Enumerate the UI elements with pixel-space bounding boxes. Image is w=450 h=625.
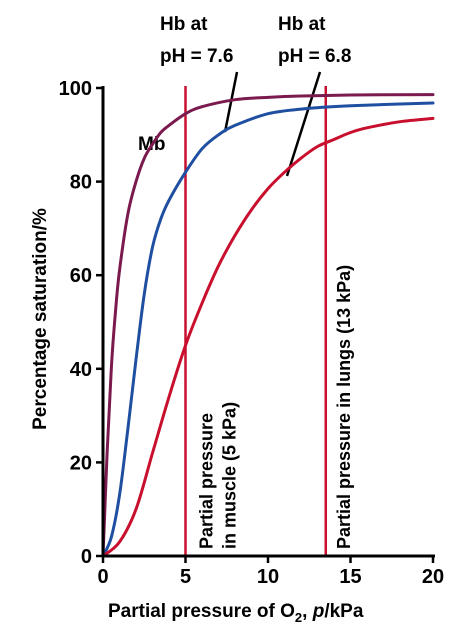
- muscle-label-line1: Partial pressure: [197, 413, 217, 549]
- y-tick-label: 100: [59, 78, 92, 100]
- hb-68-pointer: [285, 71, 322, 177]
- hb-76-label-line1: Hb at: [160, 14, 208, 35]
- y-tick-label: 80: [70, 172, 92, 194]
- x-tick-label: 0: [97, 566, 108, 588]
- hb-ph76-curve: [101, 101, 435, 558]
- x-axis-title-main: Partial pressure of O: [108, 601, 295, 622]
- x-axis-title: Partial pressure of O2, p/kPa: [108, 601, 364, 625]
- y-tick-label: 20: [70, 452, 92, 474]
- x-axis-title-var: p: [312, 601, 325, 622]
- x-axis-title-comma: ,: [302, 601, 313, 622]
- hb-ph68-curve: [101, 116, 435, 558]
- x-tick-label: 5: [180, 566, 191, 588]
- muscle-label-line2: in muscle (5 kPa): [220, 402, 240, 549]
- hb-76-label-line2: pH = 7.6: [160, 46, 233, 67]
- x-axis-title-unit: /kPa: [324, 601, 364, 622]
- y-axis-title: Percentage saturation/%: [30, 208, 51, 430]
- x-axis-title-sub: 2: [295, 610, 302, 625]
- hb-68-label-line2: pH = 6.8: [278, 46, 351, 67]
- y-tick-label: 0: [81, 546, 92, 568]
- x-tick-label: 20: [422, 566, 444, 588]
- y-tick-label: 40: [70, 359, 92, 381]
- mb-curve: [101, 93, 435, 558]
- hb-76-pointer: [223, 71, 239, 133]
- hb-68-label-line1: Hb at: [278, 14, 326, 35]
- x-tick-label: 15: [339, 566, 361, 588]
- x-tick-label: 10: [257, 566, 279, 588]
- plot-area: 0 20 40 60 80 100 0 5 10 15 20 Partial pressure in m…: [59, 78, 445, 588]
- y-tick-label: 60: [70, 265, 92, 287]
- lungs-label: Partial pressure in lungs (13 kPa): [334, 265, 354, 549]
